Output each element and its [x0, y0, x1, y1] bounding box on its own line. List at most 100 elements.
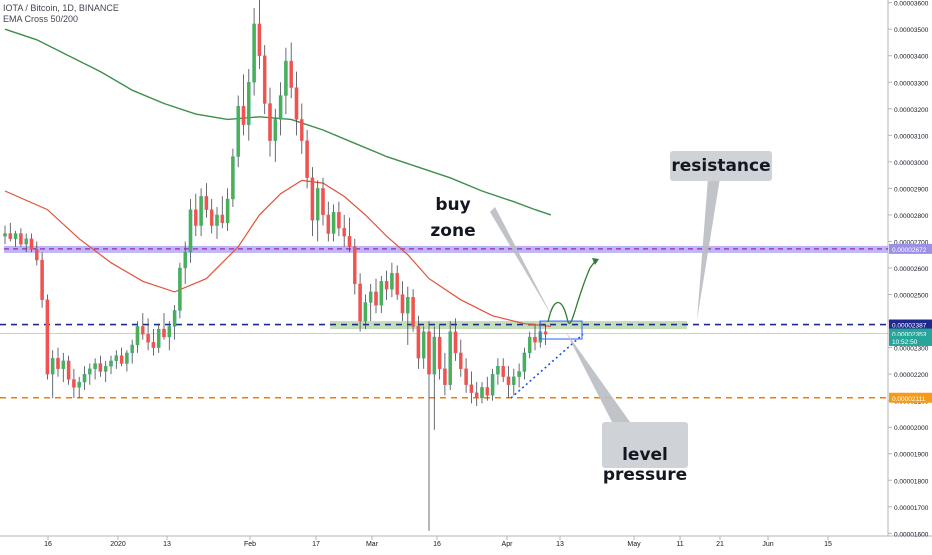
- candle-body: [66, 360, 71, 380]
- candle-body: [474, 392, 479, 399]
- price-axis-bg: [888, 0, 932, 550]
- price-tag-bg: [889, 319, 932, 330]
- x-tick-label: 17: [312, 541, 320, 548]
- candle-body: [527, 336, 532, 354]
- x-tick-label: Mar: [366, 541, 379, 548]
- candle-body: [315, 188, 320, 221]
- candle-body: [437, 336, 442, 369]
- price-tag-text: 0.00002387: [892, 323, 927, 330]
- candle-body: [151, 342, 156, 348]
- candle-body: [353, 246, 357, 285]
- candle-body: [88, 368, 92, 375]
- y-tick-label: 0.00001600: [894, 531, 929, 538]
- candle-body: [130, 344, 134, 354]
- y-tick-label: 0.00002300: [894, 346, 929, 353]
- candle-body: [416, 326, 421, 359]
- ascending-trendline: [510, 333, 584, 399]
- x-tick-label: May: [627, 541, 641, 548]
- candle-body: [443, 368, 447, 385]
- candle-body: [24, 238, 28, 245]
- candle-body: [368, 291, 373, 303]
- candle-body: [337, 212, 341, 229]
- candle-body: [464, 368, 468, 385]
- candle-body: [379, 281, 384, 306]
- y-tick-label: 0.00001900: [894, 452, 929, 459]
- x-tick-label: 13: [163, 541, 171, 548]
- candle-body: [533, 336, 537, 343]
- resistance-pointer: [697, 178, 720, 320]
- price-tag-bg: [889, 392, 932, 403]
- candle-body: [273, 119, 278, 141]
- candle-body: [427, 331, 431, 375]
- candle-body: [252, 23, 256, 83]
- buy-zone-text: buy zone: [430, 195, 476, 241]
- candle-body: [262, 55, 267, 104]
- candle-body: [114, 355, 119, 362]
- candle-body: [194, 209, 198, 226]
- candle-body: [321, 188, 325, 216]
- y-tick-label: 0.00002800: [894, 213, 929, 220]
- candle-body: [82, 373, 87, 383]
- y-tick-label: 0.00003600: [894, 1, 929, 8]
- candle-body: [289, 60, 293, 88]
- symbol-title: IOTA / Bitcoin, 1D, BINANCE: [3, 3, 119, 13]
- candle-body: [294, 87, 299, 120]
- candle-body: [204, 196, 209, 210]
- candle-body: [278, 95, 283, 120]
- candle-body: [77, 381, 81, 388]
- candle-body: [400, 294, 405, 314]
- candle-body: [93, 363, 97, 369]
- y-tick-label: 0.00003000: [894, 160, 929, 167]
- candle-body: [56, 358, 60, 369]
- chart-legend: IOTA / Bitcoin, 1D, BINANCE EMA Cross 50…: [3, 3, 119, 25]
- candle-body: [241, 105, 246, 125]
- candle-body: [209, 209, 214, 226]
- candle-body: [45, 299, 50, 375]
- resistance-callout[interactable]: resistance: [670, 151, 772, 181]
- indicator-title: EMA Cross 50/200: [3, 14, 79, 24]
- candle-body: [8, 233, 13, 239]
- candle-body: [384, 281, 389, 290]
- candle-body: [506, 376, 511, 385]
- x-tick-label: Feb: [244, 541, 256, 548]
- candle-body: [199, 196, 203, 226]
- candle-body: [156, 328, 161, 348]
- x-tick-label: 16: [433, 541, 441, 548]
- candle-body: [72, 379, 76, 388]
- price-tag-bg: [889, 243, 932, 254]
- candle-body: [347, 236, 352, 247]
- candle-body: [135, 326, 140, 346]
- candle-body: [119, 355, 124, 364]
- candle-body: [363, 302, 368, 322]
- candle-body: [300, 119, 304, 141]
- candle-body: [268, 103, 272, 141]
- buy-zone-pointer: [490, 207, 553, 318]
- price-tag-bg: [889, 335, 932, 346]
- level-pressure-callout[interactable]: level pressure: [602, 422, 688, 485]
- y-tick-label: 0.00003500: [894, 27, 929, 34]
- candle-body: [496, 366, 500, 375]
- y-tick-label: 0.00003200: [894, 107, 929, 114]
- x-tick-label: 13: [556, 541, 564, 548]
- x-tick-label: 21: [716, 541, 724, 548]
- level-pressure-pointer: [566, 332, 630, 422]
- candle-body: [178, 267, 182, 311]
- candle-body: [390, 273, 394, 290]
- candle-body: [125, 352, 129, 364]
- candle-body: [459, 352, 463, 369]
- candle-body: [257, 23, 262, 56]
- candle-body: [342, 228, 346, 237]
- candle-body: [358, 283, 362, 322]
- candle-body: [109, 360, 113, 367]
- price-tag-bg: [889, 328, 932, 339]
- candle-body: [501, 366, 505, 377]
- candle-body: [225, 198, 230, 224]
- buy-zone-callout[interactable]: buy zone: [410, 192, 496, 241]
- candle-body: [167, 326, 172, 338]
- candle-body: [543, 331, 548, 335]
- y-tick-label: 0.00003300: [894, 80, 929, 87]
- candle-body: [141, 326, 145, 335]
- candle-body: [247, 82, 251, 125]
